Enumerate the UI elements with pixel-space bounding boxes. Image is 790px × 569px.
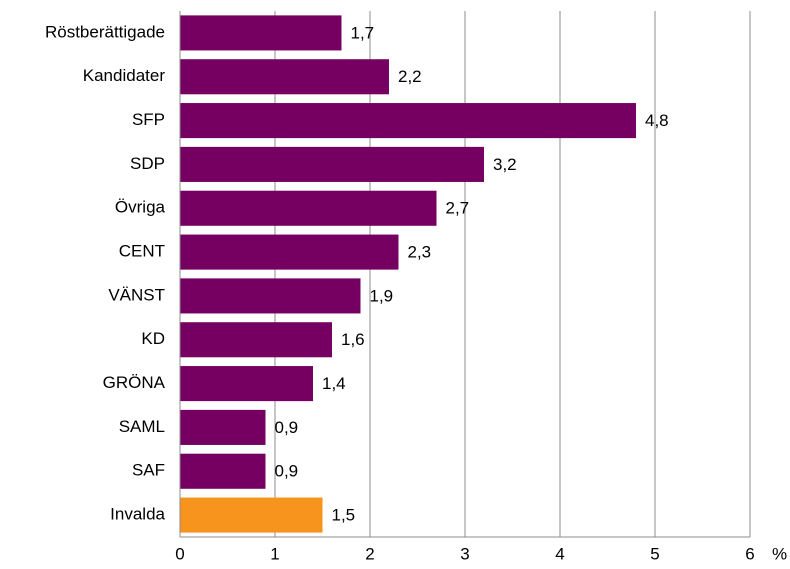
- y-tick-label: Invalda: [110, 505, 165, 524]
- x-axis-label: %: [772, 544, 787, 563]
- x-tick-label: 5: [650, 544, 659, 563]
- x-tick-label: 6: [745, 544, 754, 563]
- data-label: 3,2: [493, 155, 517, 174]
- y-tick-label: GRÖNA: [103, 373, 166, 392]
- y-tick-label: CENT: [119, 242, 165, 261]
- grid: [179, 11, 751, 537]
- bar: [180, 103, 636, 139]
- bar: [180, 146, 484, 182]
- bar: [180, 409, 266, 445]
- bar: [180, 190, 437, 226]
- data-label: 1,6: [341, 330, 365, 349]
- bar: [180, 453, 266, 489]
- bars: [180, 15, 636, 533]
- data-label: 2,3: [408, 243, 432, 262]
- bar: [180, 278, 361, 314]
- data-label: 0,9: [275, 462, 299, 481]
- y-tick-label: SAF: [132, 461, 165, 480]
- bar: [180, 322, 332, 358]
- data-label: 1,4: [322, 374, 346, 393]
- y-tick-label: KD: [141, 329, 165, 348]
- x-tick-label: 2: [365, 544, 374, 563]
- x-tick-label: 0: [175, 544, 184, 563]
- y-tick-label: Övriga: [115, 198, 166, 217]
- x-tick-label: 1: [270, 544, 279, 563]
- y-tick-label: VÄNST: [108, 285, 165, 304]
- data-label: 2,2: [398, 67, 422, 86]
- y-tick-label: SDP: [130, 154, 165, 173]
- bar: [180, 15, 342, 51]
- data-label: 1,7: [351, 23, 375, 42]
- data-label: 0,9: [275, 418, 299, 437]
- x-tick-label: 3: [460, 544, 469, 563]
- y-tick-label: SAML: [119, 417, 165, 436]
- x-tick-label: 4: [555, 544, 564, 563]
- data-label: 1,9: [370, 286, 394, 305]
- bar: [180, 234, 399, 270]
- y-tick-label: Röstberättigade: [45, 22, 165, 41]
- bar: [180, 366, 313, 402]
- data-label: 2,7: [446, 199, 470, 218]
- data-label: 1,5: [332, 506, 356, 525]
- y-tick-label: Kandidater: [83, 66, 166, 85]
- data-label: 4,8: [645, 111, 669, 130]
- bar: [180, 497, 323, 533]
- bar: [180, 59, 389, 95]
- y-tick-label: SFP: [132, 110, 165, 129]
